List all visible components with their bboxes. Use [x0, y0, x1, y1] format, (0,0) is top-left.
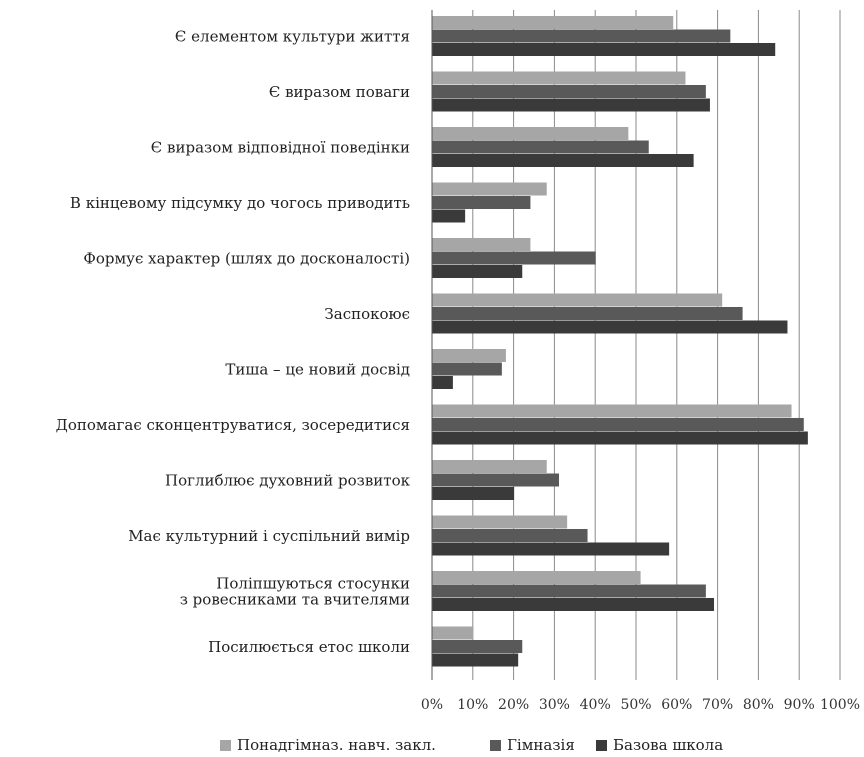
category-label: Формує характер (шлях до досконалості): [83, 249, 410, 267]
bar: [432, 584, 706, 598]
category-label: Посилюється етос школи: [208, 638, 410, 656]
x-tick-label: 30%: [539, 697, 570, 713]
bar: [432, 182, 547, 196]
bars: [432, 16, 808, 667]
x-tick-labels: 0% 10% 20% 30% 40% 50% 60% 70% 80% 90% 100%: [421, 697, 860, 713]
x-tick-label: 80%: [743, 697, 774, 713]
category-label: Заспокоює: [324, 305, 410, 323]
x-tick-label: 20%: [498, 697, 529, 713]
x-tick-label: 40%: [580, 697, 611, 713]
bar: [432, 542, 670, 556]
x-tick-label: 60%: [661, 697, 692, 713]
category-label: Допомагає сконцентруватися, зосередитися: [56, 416, 410, 434]
legend-swatch: [596, 740, 607, 751]
x-tick-label: 90%: [784, 697, 815, 713]
category-label: Є виразом відповідної поведінки: [151, 138, 410, 156]
grid-lines: [431, 10, 841, 680]
bar: [432, 140, 649, 154]
bar: [432, 238, 531, 251]
legend-label: Понадгімназ. навч. закл.: [237, 736, 436, 754]
bar: [432, 349, 506, 362]
bar: [432, 529, 588, 542]
bar: [432, 640, 523, 653]
category-label: Поліпшуються стосунки: [216, 574, 410, 592]
x-tick-label: 10%: [457, 697, 488, 713]
category-label: В кінцевому підсумку до чогось приводить: [70, 194, 410, 212]
bar: [432, 515, 568, 529]
category-label: з ровесниками та вчителями: [180, 590, 410, 608]
bar: [432, 196, 531, 209]
bar: [432, 320, 788, 334]
bar: [432, 571, 641, 584]
bar: [432, 85, 706, 98]
bar: [432, 98, 710, 112]
bar: [432, 362, 502, 376]
legend: Понадгімназ. навч. закл. Гімназія Базова ш…: [220, 736, 723, 754]
x-tick-label: 100%: [820, 697, 860, 713]
bar: [432, 376, 453, 389]
bar: [432, 29, 731, 43]
bar: [432, 43, 776, 56]
bar: [432, 404, 792, 418]
bar: [432, 293, 723, 307]
x-tick-label: 0%: [421, 697, 443, 713]
category-label: Поглиблює духовний розвиток: [165, 471, 411, 489]
bar: [432, 487, 515, 500]
category-label: Тиша – це новий досвід: [225, 360, 410, 378]
bar: [432, 209, 466, 223]
bar: [432, 598, 715, 611]
bar: [432, 154, 694, 167]
bar: [432, 127, 629, 140]
bar: [432, 307, 743, 320]
bar: [432, 265, 523, 278]
category-label: Є виразом поваги: [269, 83, 410, 101]
legend-swatch: [490, 740, 501, 751]
x-tick-label: 70%: [702, 697, 733, 713]
legend-swatch: [220, 740, 231, 751]
bar: [432, 431, 808, 445]
legend-label: Гімназія: [507, 736, 575, 754]
bar: [432, 251, 596, 265]
category-label: Є елементом культури життя: [175, 27, 410, 45]
bar: [432, 71, 686, 85]
bar: [432, 626, 474, 640]
bar: [432, 418, 804, 431]
category-labels: Є елементом культури життя Є виразом пова…: [56, 27, 411, 656]
legend-label: Базова школа: [613, 736, 723, 754]
bar: [432, 16, 674, 29]
bar: [432, 653, 519, 667]
bar: [432, 460, 547, 473]
category-label: Має культурний і суспільний вимір: [128, 527, 410, 545]
bar: [432, 473, 559, 487]
x-tick-label: 50%: [620, 697, 651, 713]
